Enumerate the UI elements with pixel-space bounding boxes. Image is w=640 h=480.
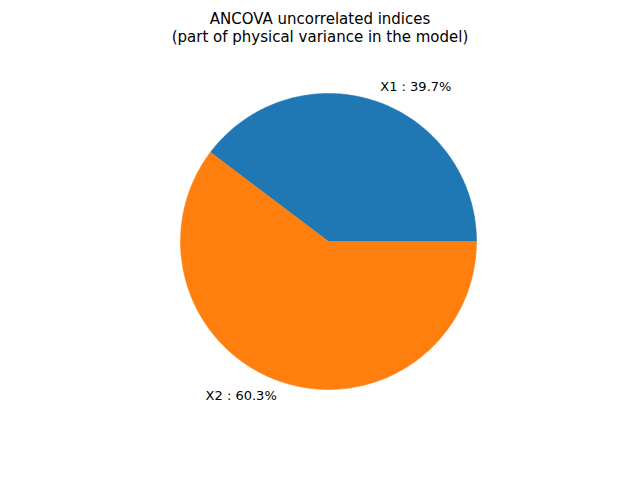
svg-text:X2 : 60.3%: X2 : 60.3% [206, 388, 277, 403]
html-text:ANCOVA uncorrelated indices (p: ANCOVA uncorrelated indices (part of phy… [171, 10, 469, 46]
svg-text:X1 : 39.7%: X1 : 39.7% [380, 79, 451, 94]
